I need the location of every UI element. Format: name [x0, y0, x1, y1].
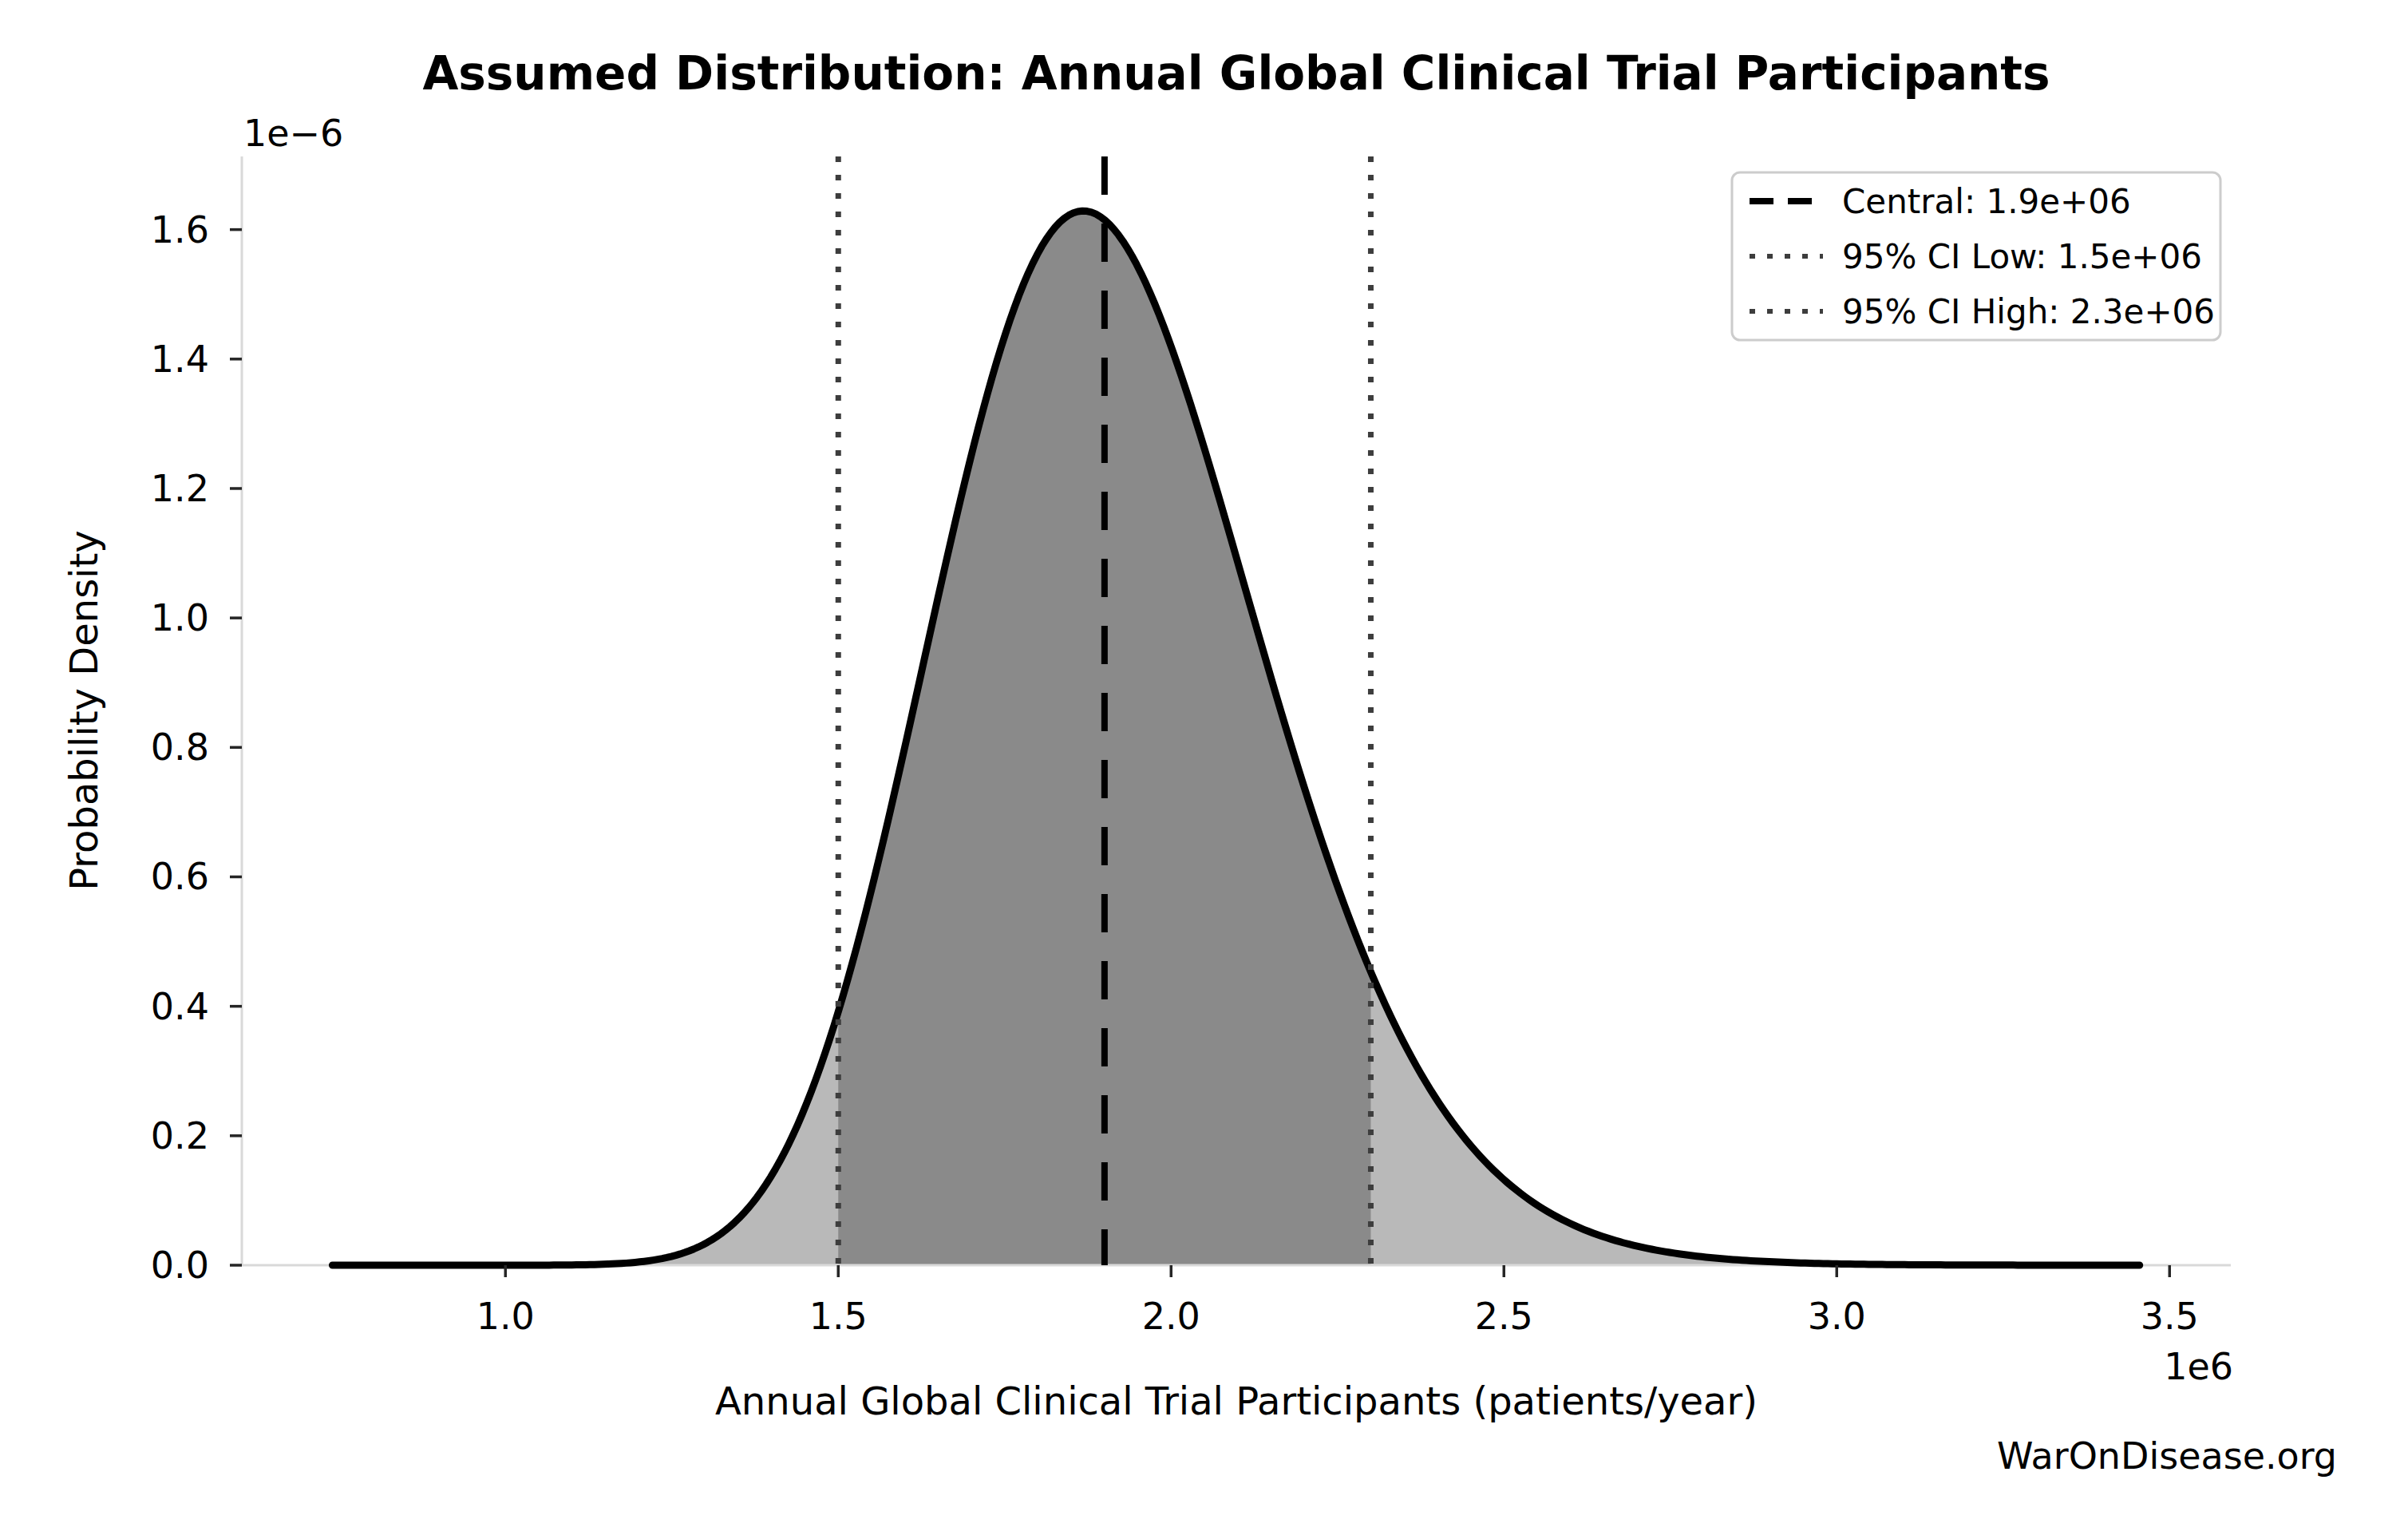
chart-title: Assumed Distribution: Annual Global Clin… [422, 46, 2050, 101]
y-tick-label: 0.8 [151, 726, 209, 769]
x-axis-label: Annual Global Clinical Trial Participant… [715, 1379, 1758, 1423]
watermark: WarOnDisease.org [1997, 1434, 2337, 1478]
x-tick-label: 3.5 [2141, 1295, 2199, 1338]
x-tick-label: 2.0 [1142, 1295, 1200, 1338]
distribution-chart: 1.0 1.5 2.0 2.5 3.0 3.5 0.0 0.2 0.4 0.6 0.8 1.0 1.2 1… [0, 0, 2408, 1539]
legend-entry-ci-high: 95% CI High: 2.3e+06 [1842, 292, 2215, 331]
y-tick-label: 1.0 [151, 596, 209, 639]
x-axis-offset-label: 1e6 [2164, 1345, 2233, 1388]
y-tick-label: 0.0 [151, 1244, 209, 1287]
y-tick-label: 0.2 [151, 1114, 209, 1157]
x-tick-label: 1.0 [476, 1295, 535, 1338]
y-tick-label: 1.2 [151, 467, 209, 510]
y-tick-label: 0.4 [151, 985, 209, 1028]
legend: Central: 1.9e+06 95% CI Low: 1.5e+06 95%… [1732, 172, 2220, 340]
y-axis-offset-label: 1e−6 [243, 112, 343, 155]
x-tick-label: 2.5 [1475, 1295, 1533, 1338]
y-tick-label: 0.6 [151, 855, 209, 898]
x-tick-label: 1.5 [809, 1295, 868, 1338]
y-tick-label: 1.4 [151, 338, 209, 381]
figure: 1.0 1.5 2.0 2.5 3.0 3.5 0.0 0.2 0.4 0.6 0.8 1.0 1.2 1… [0, 0, 2408, 1539]
legend-entry-ci-low: 95% CI Low: 1.5e+06 [1842, 237, 2202, 276]
x-tick-label: 3.0 [1808, 1295, 1866, 1338]
y-axis-label: Probability Density [61, 530, 106, 890]
y-tick-label: 1.6 [151, 208, 209, 251]
legend-entry-central: Central: 1.9e+06 [1842, 182, 2131, 221]
